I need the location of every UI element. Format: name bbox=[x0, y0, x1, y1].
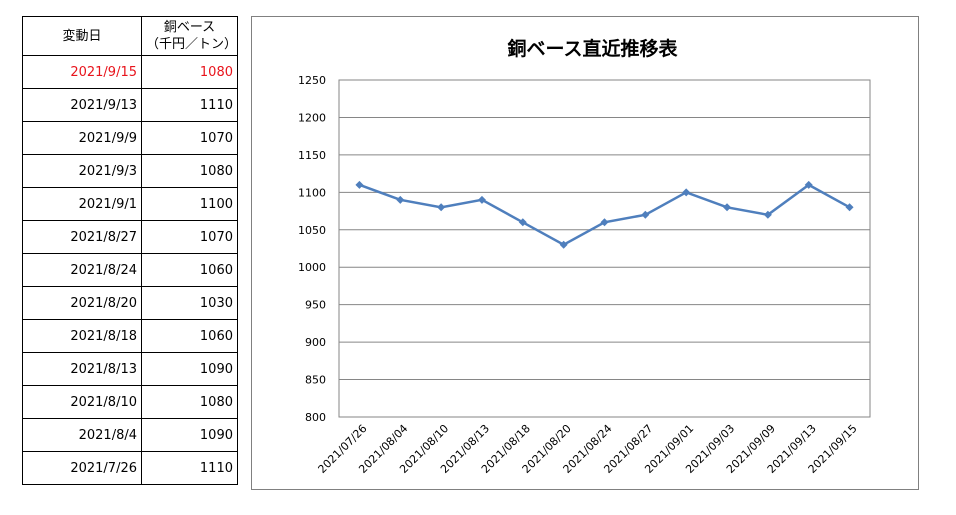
header-price: 銅ベース （千円／トン） bbox=[141, 16, 238, 56]
y-tick-label: 900 bbox=[305, 336, 326, 349]
data-point bbox=[682, 188, 691, 197]
table-row: 2021/8/13 1090 bbox=[22, 352, 238, 386]
table-row: 2021/9/15 1080 bbox=[22, 55, 238, 89]
row-price: 1060 bbox=[141, 319, 238, 353]
table-row: 2021/8/4 1090 bbox=[22, 418, 238, 452]
row-price: 1070 bbox=[141, 220, 238, 254]
row-price: 1090 bbox=[141, 352, 238, 386]
y-tick-label: 1000 bbox=[298, 261, 326, 274]
row-date: 2021/7/26 bbox=[22, 451, 142, 485]
table-row: 2021/8/20 1030 bbox=[22, 286, 238, 320]
plot-area bbox=[338, 79, 871, 418]
row-date: 2021/9/9 bbox=[22, 121, 142, 155]
row-date: 2021/8/27 bbox=[22, 220, 142, 254]
table-row: 2021/9/13 1110 bbox=[22, 88, 238, 122]
header-date: 変動日 bbox=[22, 16, 142, 56]
row-price: 1080 bbox=[141, 55, 238, 89]
table-body: 2021/9/15 1080 2021/9/13 1110 2021/9/9 1070 20… bbox=[22, 55, 238, 485]
row-price: 1060 bbox=[141, 253, 238, 287]
price-table: 変動日 銅ベース （千円／トン） 2021/9/15 1080 2021/9/13 1… bbox=[22, 16, 238, 485]
y-tick-label: 1200 bbox=[298, 111, 326, 124]
data-point bbox=[396, 195, 405, 204]
header-price-line2: （千円／トン） bbox=[146, 37, 238, 52]
row-price: 1070 bbox=[141, 121, 238, 155]
table-row: 2021/8/18 1060 bbox=[22, 319, 238, 353]
chart-frame: 銅ベース直近推移表 800 850 900 950 1000 1050 1100 1150 120… bbox=[251, 16, 919, 490]
row-price: 1090 bbox=[141, 418, 238, 452]
y-tick-label: 1050 bbox=[298, 224, 326, 237]
row-price: 1080 bbox=[141, 154, 238, 188]
row-date: 2021/9/15 bbox=[22, 55, 142, 89]
table-row: 2021/9/1 1100 bbox=[22, 187, 238, 221]
table-header-row: 変動日 銅ベース （千円／トン） bbox=[22, 16, 238, 56]
data-point bbox=[763, 210, 772, 219]
y-tick-label: 850 bbox=[305, 374, 326, 387]
data-point bbox=[845, 203, 854, 212]
data-point bbox=[477, 195, 486, 204]
y-tick-label: 1250 bbox=[298, 74, 326, 87]
table-row: 2021/8/24 1060 bbox=[22, 253, 238, 287]
data-point bbox=[559, 240, 568, 249]
series-line bbox=[358, 183, 851, 247]
row-date: 2021/9/3 bbox=[22, 154, 142, 188]
data-point bbox=[600, 218, 609, 227]
row-date: 2021/8/24 bbox=[22, 253, 142, 287]
row-date: 2021/8/13 bbox=[22, 352, 142, 386]
row-date: 2021/8/20 bbox=[22, 286, 142, 320]
row-price: 1100 bbox=[141, 187, 238, 221]
chart-title: 銅ベース直近推移表 bbox=[507, 37, 678, 60]
table-row: 2021/8/27 1070 bbox=[22, 220, 238, 254]
row-price: 1080 bbox=[141, 385, 238, 419]
row-date: 2021/8/4 bbox=[22, 418, 142, 452]
table-row: 2021/9/9 1070 bbox=[22, 121, 238, 155]
row-price: 1110 bbox=[141, 451, 238, 485]
table-row: 2021/9/3 1080 bbox=[22, 154, 238, 188]
y-tick-label: 800 bbox=[305, 411, 326, 424]
data-point bbox=[518, 218, 527, 227]
y-tick-label: 950 bbox=[305, 299, 326, 312]
y-tick-label: 1150 bbox=[298, 149, 326, 162]
row-date: 2021/9/13 bbox=[22, 88, 142, 122]
line-chart: 銅ベース直近推移表 800 850 900 950 1000 1050 1100 1150 120… bbox=[298, 37, 871, 476]
table-row: 2021/7/26 1110 bbox=[22, 451, 238, 485]
data-point bbox=[804, 180, 813, 189]
row-date: 2021/8/18 bbox=[22, 319, 142, 353]
y-tick-label: 1100 bbox=[298, 186, 326, 199]
row-date: 2021/9/1 bbox=[22, 187, 142, 221]
data-point bbox=[641, 210, 650, 219]
header-price-line1: 銅ベース bbox=[163, 20, 216, 35]
table-row: 2021/8/10 1080 bbox=[22, 385, 238, 419]
row-price: 1030 bbox=[141, 286, 238, 320]
row-price: 1110 bbox=[141, 88, 238, 122]
row-date: 2021/8/10 bbox=[22, 385, 142, 419]
data-point bbox=[355, 180, 364, 189]
data-point bbox=[437, 203, 446, 212]
data-point bbox=[723, 203, 732, 212]
